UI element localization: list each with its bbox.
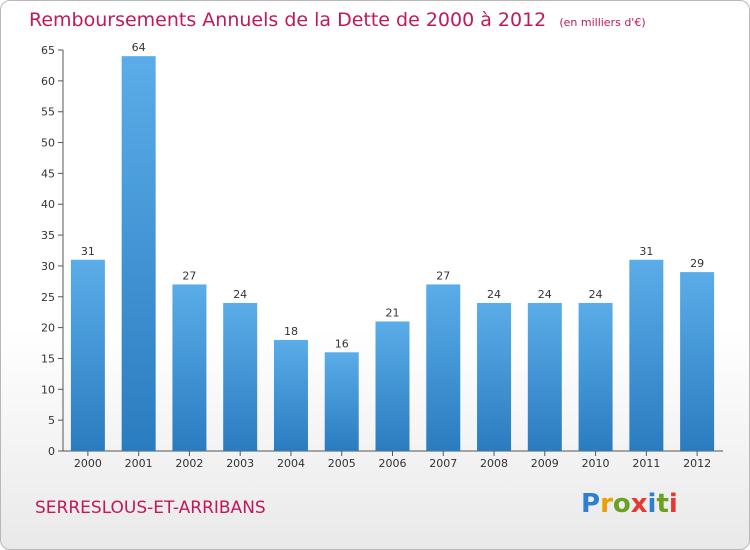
bar-2007	[426, 284, 461, 451]
bar-value-label: 21	[386, 306, 400, 319]
x-tick-label: 2005	[328, 457, 356, 470]
y-tick-label: 35	[41, 229, 55, 242]
bar-2004	[273, 339, 308, 451]
bar-value-label: 24	[589, 288, 603, 301]
y-tick-label: 5	[48, 414, 55, 427]
chart-title: Remboursements Annuels de la Dette de 20…	[29, 9, 547, 31]
bars-group: 31 64 27 24 18 16 21 27 24 24 24 31 29	[70, 41, 715, 452]
y-tick-label: 30	[41, 260, 55, 273]
bar-2006	[375, 321, 410, 451]
chart-subtitle: (en milliers d'€)	[559, 16, 646, 29]
x-tick-label: 2003	[226, 457, 254, 470]
y-tick-label: 40	[41, 198, 55, 211]
x-tick-label: 2002	[175, 457, 203, 470]
bar-2011	[629, 259, 664, 451]
x-tick-label: 2012	[683, 457, 711, 470]
bar-value-label: 24	[487, 288, 501, 301]
y-tick-label: 15	[41, 352, 55, 365]
proxiti-logo: Proxiti	[581, 489, 678, 519]
x-tick-label: 2007	[429, 457, 457, 470]
x-tick-label: 2010	[582, 457, 610, 470]
x-tick-label: 2009	[531, 457, 559, 470]
y-tick-label: 0	[48, 445, 55, 458]
bar-value-label: 29	[690, 257, 704, 270]
bar-2002	[172, 284, 207, 451]
x-tick-label: 2006	[379, 457, 407, 470]
bar-2005	[324, 352, 359, 451]
bar-value-label: 31	[639, 245, 653, 258]
x-tick-label: 2004	[277, 457, 305, 470]
bar-2012	[680, 272, 715, 451]
y-tick-label: 50	[41, 137, 55, 150]
bar-value-label: 64	[132, 41, 146, 54]
commune-name: SERRESLOUS-ET-ARRIBANS	[35, 498, 266, 518]
bar-2000	[70, 259, 105, 451]
y-tick-label: 55	[41, 106, 55, 119]
title-row: Remboursements Annuels de la Dette de 20…	[29, 9, 646, 31]
bar-2010	[578, 302, 613, 451]
x-tick-label: 2008	[480, 457, 508, 470]
axes: 0 5 10 15 20 25 30 35 40 45 50 55 60 65 2000 2001 2002 20…	[41, 44, 723, 470]
x-tick-label: 2001	[125, 457, 153, 470]
x-tick-label: 2011	[632, 457, 660, 470]
bar-value-label: 16	[335, 337, 349, 350]
y-tick-label: 45	[41, 167, 55, 180]
y-tick-label: 10	[41, 383, 55, 396]
bar-2003	[223, 302, 258, 451]
bar-2009	[527, 302, 562, 451]
x-tick-label: 2000	[74, 457, 102, 470]
y-tick-label: 25	[41, 291, 55, 304]
bar-2001	[121, 56, 156, 452]
bar-value-label: 18	[284, 325, 298, 338]
bar-2008	[477, 302, 512, 451]
bar-value-label: 27	[436, 269, 450, 282]
y-tick-label: 65	[41, 44, 55, 57]
y-tick-label: 20	[41, 322, 55, 335]
bar-value-label: 24	[538, 288, 552, 301]
bar-value-label: 24	[233, 288, 247, 301]
y-tick-label: 60	[41, 75, 55, 88]
bar-value-label: 27	[182, 269, 196, 282]
bar-value-label: 31	[81, 245, 95, 258]
